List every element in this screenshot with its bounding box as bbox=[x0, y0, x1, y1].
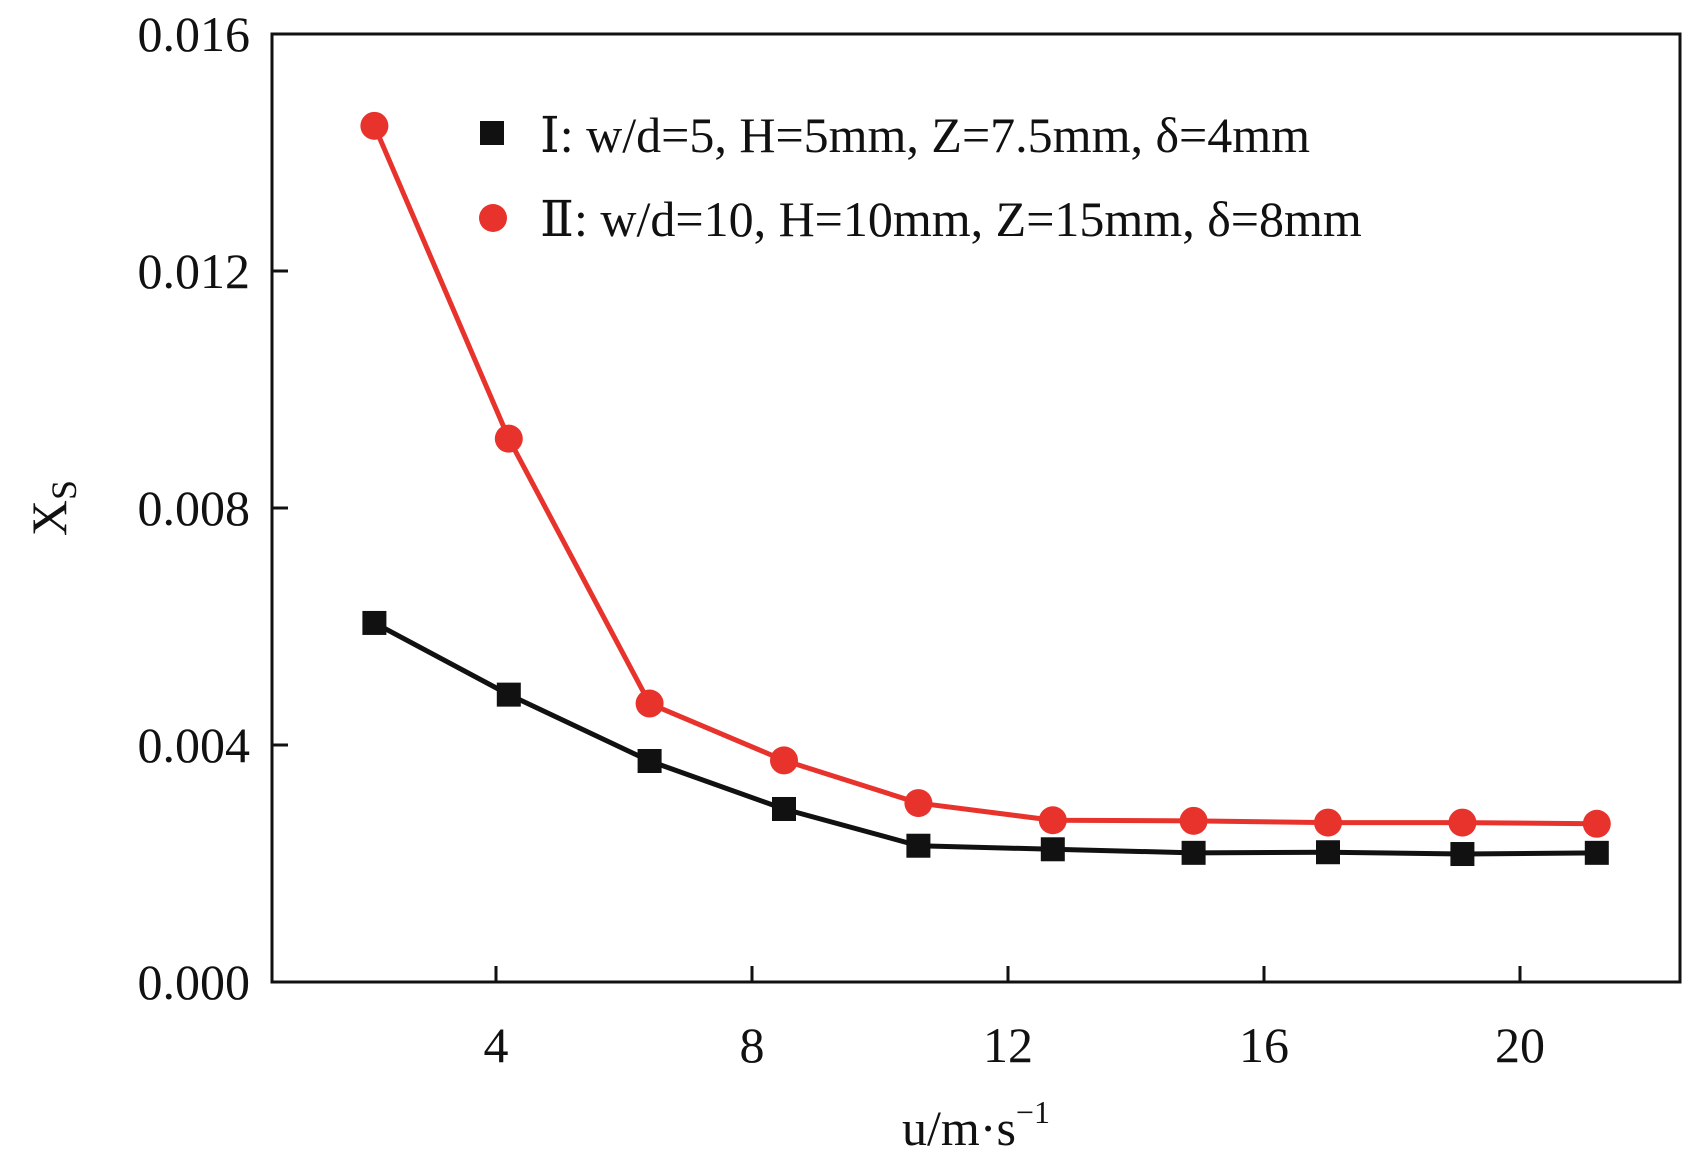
series-2 bbox=[360, 111, 1611, 838]
y-tick-label: 0.016 bbox=[138, 6, 251, 62]
y-axis: 0.000 0.004 0.008 0.012 0.016 bbox=[138, 6, 288, 1010]
x-tick-label: 20 bbox=[1495, 1017, 1545, 1073]
data-point bbox=[1038, 806, 1067, 835]
series-1-line bbox=[373, 620, 1597, 857]
data-point bbox=[1450, 842, 1475, 867]
x-tick-label: 12 bbox=[983, 1017, 1033, 1073]
data-point bbox=[772, 796, 796, 821]
data-point bbox=[637, 748, 662, 773]
series-layer bbox=[360, 111, 1611, 867]
data-point bbox=[1314, 808, 1342, 837]
data-point bbox=[1179, 806, 1208, 835]
data-point bbox=[1316, 840, 1340, 865]
legend-marker-circle bbox=[479, 204, 507, 232]
data-point bbox=[1448, 808, 1477, 837]
x-axis-title-superscript: −1 bbox=[1016, 1094, 1050, 1130]
series-1 bbox=[362, 610, 1609, 867]
data-point bbox=[360, 111, 389, 140]
data-point bbox=[1181, 840, 1206, 865]
legend: Ⅰ: w/d=5, H=5mm, Z=7.5mm, δ=4mm Ⅱ: w/d=1… bbox=[479, 107, 1362, 247]
series-2-line bbox=[372, 124, 1597, 827]
legend-entry-series-2: Ⅱ: w/d=10, H=10mm, Z=15mm, δ=8mm bbox=[479, 191, 1362, 247]
data-point bbox=[904, 789, 933, 818]
y-tick-label: 0.008 bbox=[138, 480, 251, 536]
y-tick-label: 0.004 bbox=[138, 717, 251, 773]
legend-label-series-1: Ⅰ: w/d=5, H=5mm, Z=7.5mm, δ=4mm bbox=[540, 107, 1310, 163]
legend-label-series-2: Ⅱ: w/d=10, H=10mm, Z=15mm, δ=8mm bbox=[540, 191, 1362, 247]
x-tick-label: 16 bbox=[1239, 1017, 1289, 1073]
x-axis: 4 8 12 16 20 bbox=[484, 966, 1545, 1073]
y-axis-title-subscript: S bbox=[44, 480, 84, 500]
data-point bbox=[635, 689, 664, 718]
x-axis-title: u/m·s−1 bbox=[902, 1094, 1050, 1156]
legend-entry-series-1: Ⅰ: w/d=5, H=5mm, Z=7.5mm, δ=4mm bbox=[480, 107, 1310, 163]
y-tick-label: 0.012 bbox=[138, 243, 251, 299]
legend-marker-square bbox=[480, 121, 504, 145]
data-point bbox=[494, 424, 523, 453]
plot-frame bbox=[270, 32, 1682, 984]
data-point bbox=[362, 610, 387, 635]
data-point bbox=[1582, 809, 1611, 838]
y-tick-label: 0.000 bbox=[138, 954, 251, 1010]
data-point bbox=[1584, 840, 1609, 865]
data-point bbox=[496, 682, 521, 707]
data-point bbox=[906, 833, 931, 858]
x-tick-label: 4 bbox=[484, 1017, 509, 1073]
x-axis-title-main: u/m·s bbox=[902, 1100, 1016, 1156]
data-point bbox=[1040, 837, 1065, 862]
y-axis-title-main: X bbox=[21, 500, 77, 536]
y-axis-title: XS bbox=[21, 480, 84, 536]
x-tick-label: 8 bbox=[740, 1017, 765, 1073]
data-point bbox=[770, 746, 798, 775]
